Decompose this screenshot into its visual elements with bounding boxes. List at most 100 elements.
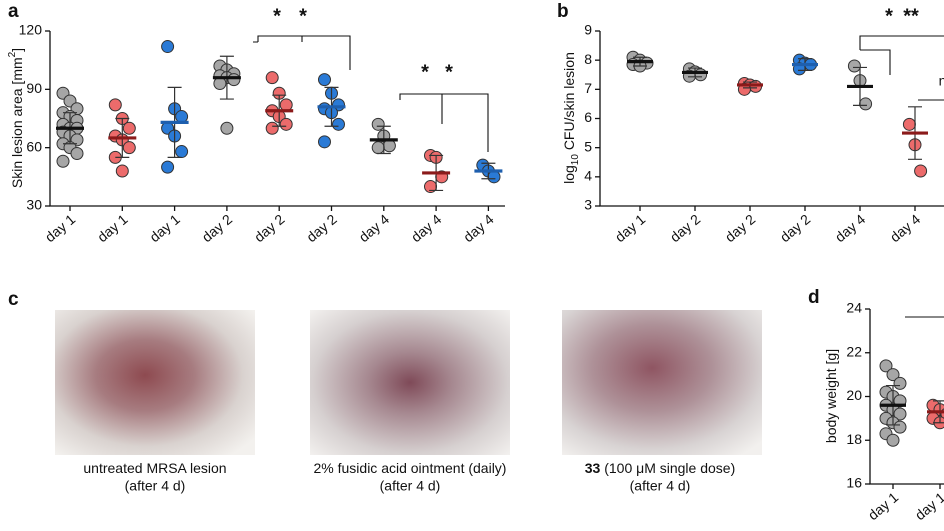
x-tick-label: day 1 — [612, 211, 649, 245]
x-tick-label: day 4 — [408, 211, 445, 245]
caption-bold: 33 — [585, 460, 601, 476]
x-tick-label: day 1 — [912, 489, 944, 523]
annotation: * — [273, 5, 281, 27]
y-tick-label: 3 — [584, 197, 592, 213]
data-point — [279, 98, 293, 112]
data-point — [265, 71, 279, 85]
data-point — [279, 117, 293, 131]
data-point — [886, 368, 900, 382]
data-point — [161, 40, 175, 54]
x-tick-label: day 2 — [722, 211, 759, 245]
bracket — [859, 35, 944, 75]
y-axis-title: log10 CFU/skin lesion — [561, 52, 581, 184]
annotation: * — [885, 5, 893, 27]
bracket — [399, 93, 489, 152]
data-point — [914, 164, 928, 178]
y-axis-title: Skin lesion area [mm2] — [7, 48, 25, 188]
y-tick-label: 7 — [584, 80, 592, 96]
y-tick-label: 90 — [26, 80, 42, 96]
annotation: * — [421, 61, 429, 83]
data-point — [886, 433, 900, 447]
data-point — [332, 117, 345, 131]
data-point — [227, 73, 241, 87]
data-point — [371, 117, 385, 131]
caption: untreated MRSA lesion — [83, 460, 226, 476]
y-axis-title-part: 10 — [570, 154, 581, 166]
y-tick-label: 30 — [26, 197, 42, 213]
data-point — [382, 139, 396, 153]
data-point — [893, 376, 907, 390]
y-tick-label: 8 — [584, 51, 592, 67]
data-point — [893, 420, 907, 434]
data-point — [847, 59, 861, 73]
data-point — [265, 121, 279, 135]
panel-label: d — [808, 287, 820, 308]
x-tick-label: day 2 — [777, 211, 814, 245]
y-axis-title-part: body weight [g] — [823, 349, 839, 443]
y-tick-label: 4 — [584, 168, 592, 184]
y-tick-label: 20 — [846, 387, 862, 403]
y-tick-label: 16 — [846, 475, 862, 491]
caption: 2% fusidic acid ointment (daily) — [314, 460, 507, 476]
y-axis-title: body weight [g] — [823, 349, 839, 443]
y-axis-title-part: Skin lesion area [mm — [9, 57, 25, 188]
axis-line — [869, 309, 944, 485]
annotation: ** — [903, 5, 919, 27]
y-axis-title-part: CFU/skin lesion — [561, 52, 577, 154]
annotation: ns — [939, 73, 944, 89]
caption-text: (100 μM single dose) — [600, 460, 735, 476]
annotation: * — [445, 61, 453, 83]
data-point — [318, 135, 331, 149]
data-point — [859, 97, 873, 111]
data-point — [487, 170, 501, 184]
caption: 33 (100 μM single dose) — [585, 460, 736, 476]
data-point — [220, 121, 234, 135]
photo — [310, 310, 510, 455]
caption-note: (after 4 d) — [125, 478, 186, 494]
data-point — [694, 68, 708, 82]
x-tick-label: day 4 — [887, 211, 924, 245]
data-point — [122, 121, 136, 135]
data-point — [108, 98, 122, 112]
bracket — [253, 35, 351, 70]
axis-line — [599, 31, 944, 207]
data-point — [902, 117, 916, 131]
caption-note: (after 4 d) — [380, 478, 441, 494]
caption-text: untreated MRSA lesion — [83, 460, 226, 476]
data-point — [318, 73, 331, 87]
data-point — [175, 145, 189, 159]
y-tick-label: 22 — [846, 343, 862, 359]
y-axis-title-part: 2 — [7, 51, 18, 57]
x-tick-label: day 4 — [832, 211, 869, 245]
caption-note: (after 4 d) — [630, 478, 691, 494]
x-tick-label: day 1 — [42, 211, 79, 245]
y-axis-title-part: ] — [9, 48, 25, 52]
y-tick-label: 24 — [846, 300, 862, 316]
annotation: * — [299, 5, 307, 27]
y-tick-label: 9 — [584, 22, 592, 38]
x-tick-label: day 2 — [251, 211, 288, 245]
x-tick-label: day 2 — [303, 211, 340, 245]
y-axis-title-part: log — [561, 165, 577, 184]
y-tick-label: 18 — [846, 431, 862, 447]
x-tick-label: day 4 — [356, 211, 393, 245]
data-point — [70, 147, 84, 160]
x-tick-label: day 1 — [94, 211, 131, 245]
data-point — [161, 160, 175, 174]
data-point — [56, 154, 70, 168]
x-tick-label: day 2 — [199, 211, 236, 245]
panel-label: a — [8, 1, 19, 22]
x-tick-label: day 1 — [146, 211, 183, 245]
data-point — [122, 141, 136, 155]
y-tick-label: 120 — [19, 22, 43, 38]
panel-label: c — [8, 289, 19, 310]
data-point — [213, 77, 227, 90]
x-tick-label: day 2 — [667, 211, 704, 245]
data-point — [371, 141, 385, 155]
caption-text: 2% fusidic acid ointment (daily) — [314, 460, 507, 476]
data-point — [175, 110, 189, 124]
photo — [562, 310, 762, 455]
x-tick-label: day 1 — [865, 489, 902, 523]
data-point — [879, 359, 893, 373]
